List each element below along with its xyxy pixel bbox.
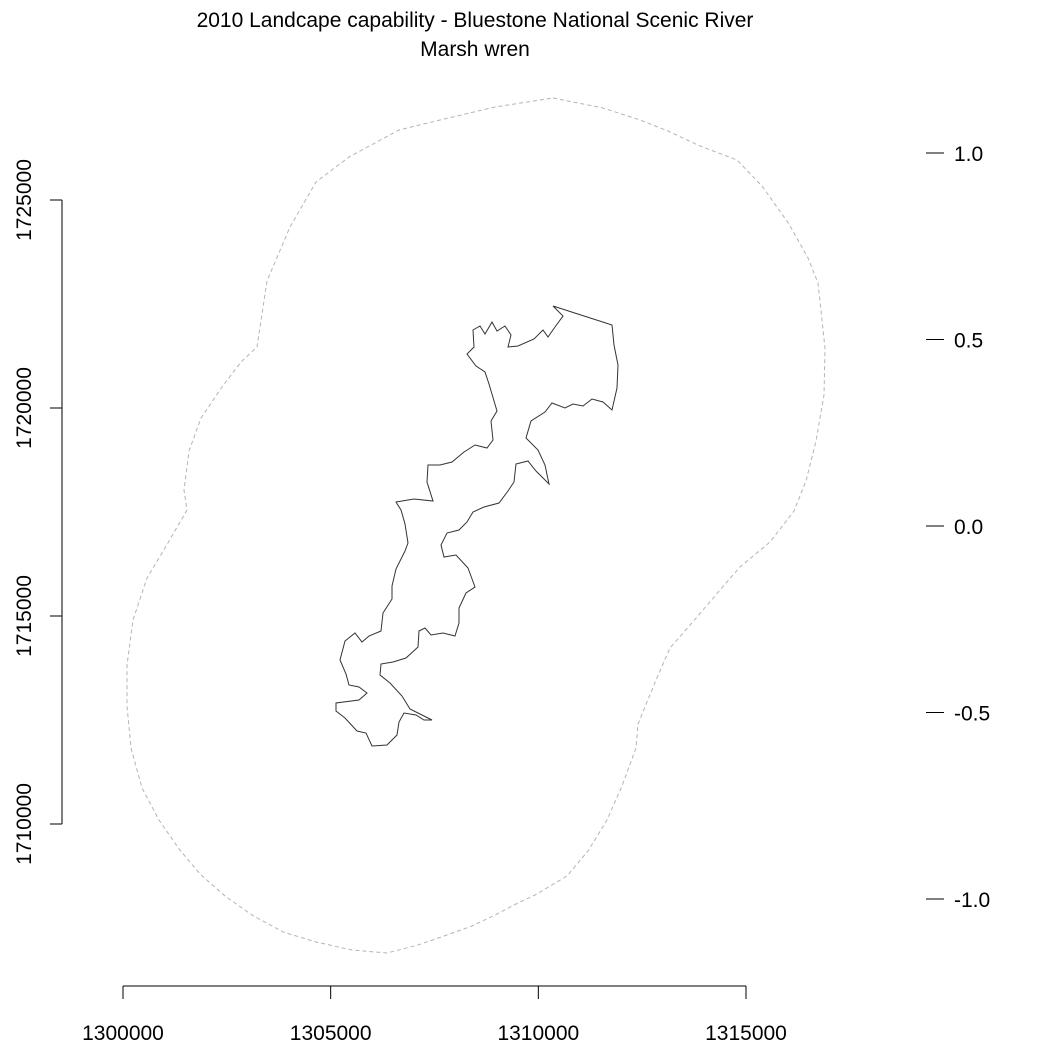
scale-tick-label: -0.5: [954, 703, 990, 726]
scale-tick-label: -1.0: [954, 889, 990, 912]
y-tick-label: 1715000: [13, 575, 36, 657]
buffer-zone-outline: [126, 97, 826, 954]
park-boundary-outline: [335, 305, 619, 747]
x-tick-label: 1315000: [705, 1022, 787, 1045]
x-tick-label: 1305000: [290, 1022, 372, 1045]
x-axis: 1300000 1305000 1310000 1315000: [82, 985, 787, 1045]
map-title-line1: 2010 Landcape capability - Bluestone Nat…: [197, 9, 754, 32]
y-axis: 1710000 1715000 1720000 1725000: [13, 159, 63, 865]
scale-tick-label: 0.0: [954, 516, 983, 539]
legend-scale: 1.0 0.5 0.0 -0.5 -1.0: [926, 143, 990, 912]
x-tick-label: 1310000: [497, 1022, 579, 1045]
y-tick-label: 1720000: [13, 367, 36, 449]
x-tick-label: 1300000: [82, 1022, 164, 1045]
y-tick-label: 1725000: [13, 159, 36, 241]
map-title-line2: Marsh wren: [420, 38, 530, 61]
y-tick-label: 1710000: [13, 783, 36, 865]
scale-tick-label: 0.5: [954, 330, 983, 353]
scale-tick-label: 1.0: [954, 143, 983, 166]
